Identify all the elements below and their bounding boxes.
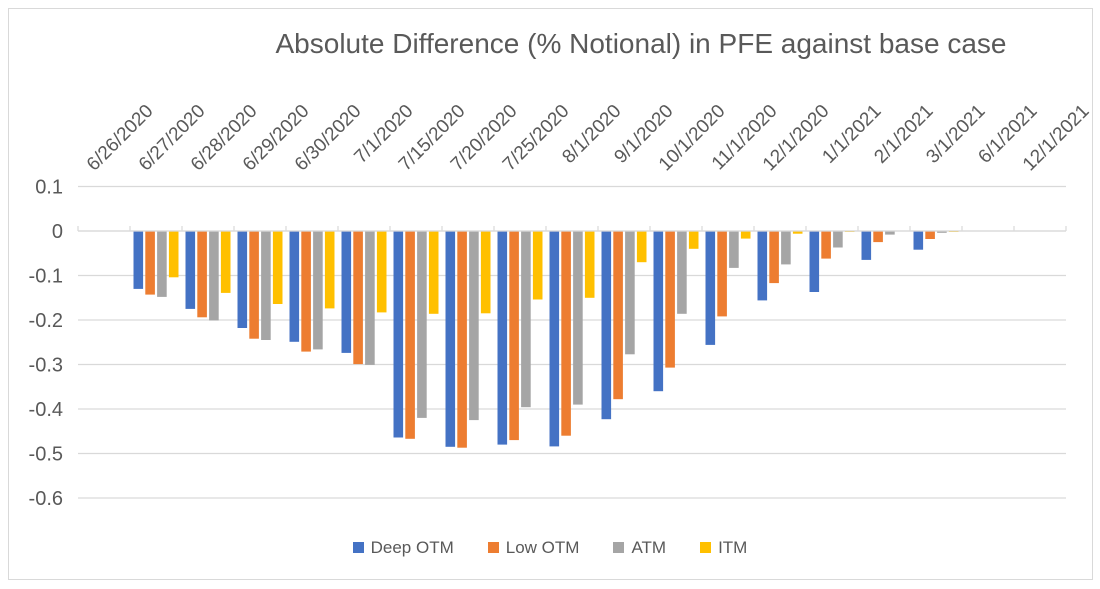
y-axis-tick-label: -0.2 xyxy=(29,310,63,332)
bar-atm xyxy=(365,231,375,365)
bar-deep-otm xyxy=(601,231,612,420)
bar-low-otm xyxy=(509,231,519,441)
bar-deep-otm xyxy=(809,231,820,292)
bar-itm xyxy=(480,231,491,314)
bar-atm xyxy=(625,231,635,355)
y-axis-tick-label: -0.6 xyxy=(29,488,63,510)
y-axis-tick-label: 0.1 xyxy=(35,177,63,199)
bar-atm xyxy=(157,231,167,297)
bar-low-otm xyxy=(301,231,311,352)
bar-atm xyxy=(313,231,323,350)
bar-low-otm xyxy=(353,231,363,365)
bar-deep-otm xyxy=(445,231,456,447)
legend-label: ITM xyxy=(718,537,748,557)
bar-deep-otm xyxy=(653,231,664,392)
bar-deep-otm xyxy=(861,231,872,260)
bar-deep-otm xyxy=(341,231,352,353)
bar-itm xyxy=(532,231,543,300)
bar-low-otm xyxy=(457,231,467,448)
bar-low-otm xyxy=(249,231,259,339)
bar-deep-otm xyxy=(133,231,144,289)
bar-low-otm xyxy=(873,231,883,243)
bar-deep-otm xyxy=(757,231,768,301)
bar-atm xyxy=(261,231,271,340)
bar-deep-otm xyxy=(913,231,924,250)
legend-item-low-otm: Low OTM xyxy=(487,537,580,557)
bar-deep-otm xyxy=(705,231,716,345)
bar-atm xyxy=(885,231,895,235)
bar-deep-otm xyxy=(289,231,300,342)
bar-itm xyxy=(324,231,335,309)
bar-atm xyxy=(833,231,843,248)
legend-item-deep-otm: Deep OTM xyxy=(352,537,454,557)
bar-atm xyxy=(469,231,479,421)
legend-swatch-icon xyxy=(613,541,625,553)
bar-low-otm xyxy=(821,231,831,259)
bar-deep-otm xyxy=(549,231,560,447)
bar-itm xyxy=(636,231,647,263)
legend-swatch-icon xyxy=(352,541,364,553)
bar-low-otm xyxy=(925,231,935,239)
bar-deep-otm xyxy=(497,231,508,445)
bar-itm xyxy=(584,231,595,298)
legend-label: ATM xyxy=(631,537,667,557)
bar-itm xyxy=(272,231,283,304)
bar-itm xyxy=(792,231,803,234)
y-axis-tick-label: -0.3 xyxy=(29,355,63,377)
bar-low-otm xyxy=(145,231,155,295)
bar-itm xyxy=(220,231,231,293)
bar-atm xyxy=(677,231,687,314)
bar-atm xyxy=(781,231,791,265)
bar-low-otm xyxy=(769,231,779,284)
legend-label: Low OTM xyxy=(505,537,580,557)
chart-title: Absolute Difference (% Notional) in PFE … xyxy=(275,28,1007,59)
bar-itm xyxy=(376,231,387,313)
bar-low-otm xyxy=(197,231,207,318)
bar-itm xyxy=(688,231,699,249)
bar-atm xyxy=(417,231,427,418)
bar-low-otm xyxy=(665,231,675,368)
bar-atm xyxy=(209,231,219,321)
bar-atm xyxy=(573,231,583,405)
y-axis-tick-label: -0.5 xyxy=(29,444,63,466)
legend: Deep OTM Low OTM ATM ITM xyxy=(0,535,1100,559)
bar-itm xyxy=(740,231,751,239)
y-axis-tick-label: -0.1 xyxy=(29,266,63,288)
bar-atm xyxy=(729,231,739,268)
legend-swatch-icon xyxy=(700,541,712,553)
bar-low-otm xyxy=(613,231,623,400)
legend-label: Deep OTM xyxy=(370,537,454,557)
bar-low-otm xyxy=(561,231,571,436)
legend-swatch-icon xyxy=(487,541,499,553)
bar-low-otm xyxy=(405,231,415,439)
bar-low-otm xyxy=(717,231,727,317)
bar-atm xyxy=(937,231,947,233)
legend-item-atm: ATM xyxy=(613,539,666,556)
y-axis-tick-label: -0.4 xyxy=(29,399,63,421)
bar-deep-otm xyxy=(185,231,196,309)
legend-item-itm: ITM xyxy=(700,539,747,556)
bar-deep-otm xyxy=(393,231,404,438)
bar-atm xyxy=(521,231,531,408)
y-axis-tick-label: 0 xyxy=(52,221,63,243)
bar-deep-otm xyxy=(237,231,248,328)
bar-itm xyxy=(428,231,439,314)
bar-itm xyxy=(168,231,179,278)
